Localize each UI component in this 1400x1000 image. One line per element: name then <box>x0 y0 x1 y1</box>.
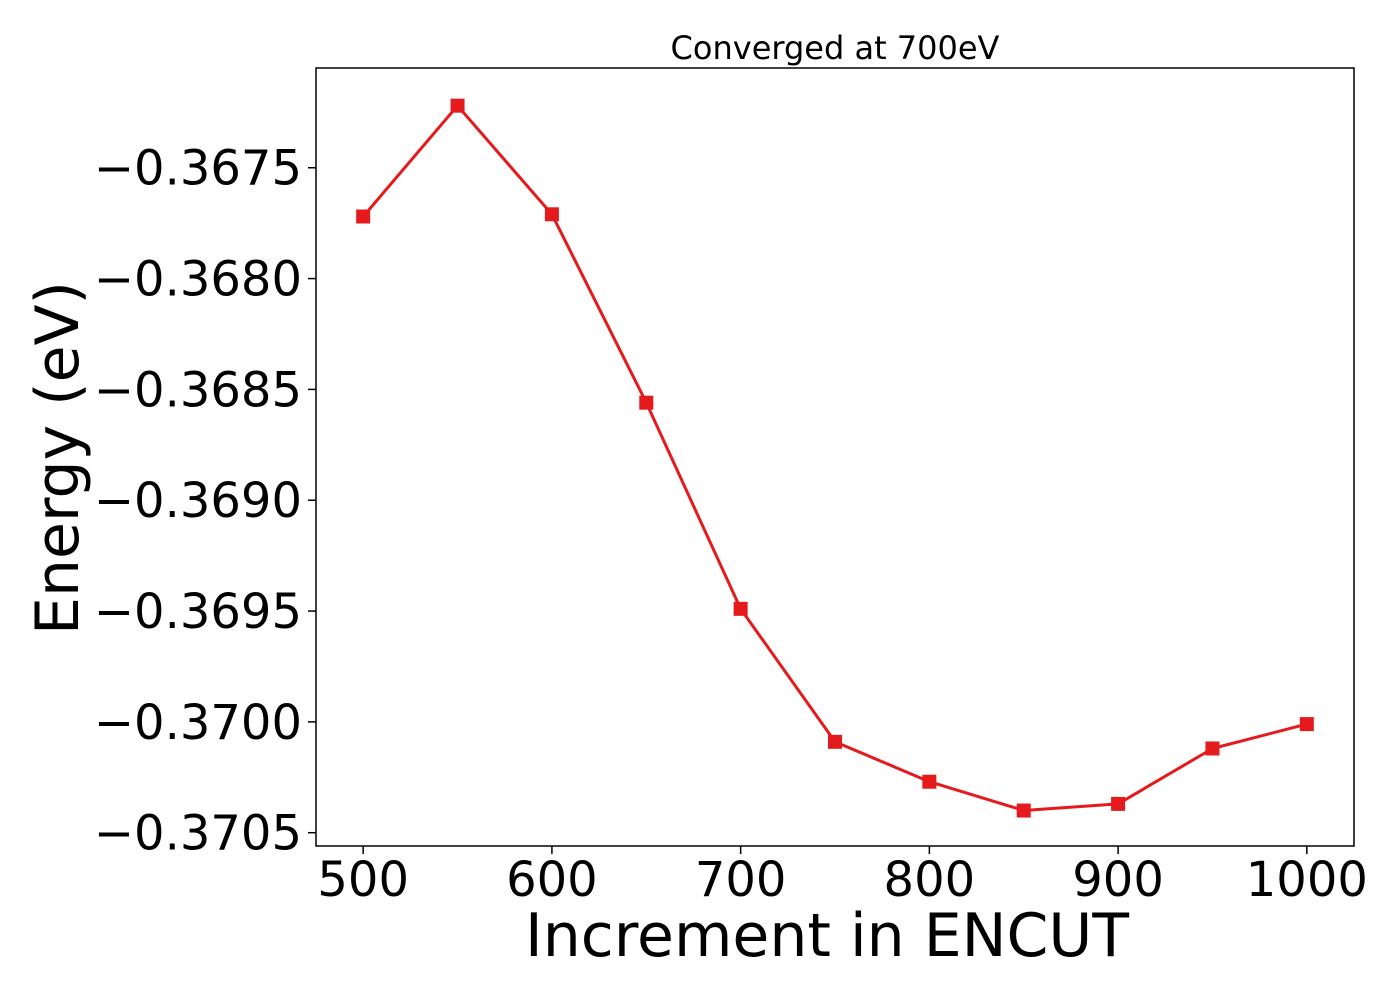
x-tick-label: 500 <box>317 852 409 908</box>
data-point-marker <box>639 395 654 410</box>
x-tick-label: 600 <box>506 852 598 908</box>
x-tick-label: 900 <box>1072 852 1164 908</box>
y-tick-label: −0.3695 <box>94 584 302 640</box>
x-tick-label: 800 <box>884 852 976 908</box>
y-tick-label: −0.3705 <box>94 806 302 862</box>
y-tick-label: −0.3675 <box>94 141 302 197</box>
data-point-marker <box>1205 741 1220 756</box>
data-point-marker <box>922 774 937 789</box>
chart-title: Converged at 700eV <box>671 29 1000 67</box>
y-tick-label: −0.3690 <box>94 473 302 529</box>
data-point-marker <box>450 98 465 113</box>
y-axis-label: Energy (eV) <box>23 281 93 635</box>
data-point-marker <box>544 207 559 222</box>
data-point-marker <box>1299 717 1314 732</box>
y-axis: −0.3675 −0.3680 −0.3685 −0.3690 −0.3695 −0.37… <box>94 141 316 862</box>
y-tick-label: −0.3680 <box>94 252 302 308</box>
x-axis-label: Increment in ENCUT <box>525 901 1129 971</box>
x-tick-label: 1000 <box>1246 852 1368 908</box>
plot-frame <box>315 67 1355 847</box>
y-tick-label: −0.3685 <box>94 362 302 418</box>
data-point-marker <box>356 209 371 224</box>
y-tick-label: −0.3700 <box>94 695 302 751</box>
data-point-marker <box>1016 803 1031 818</box>
x-axis: 500 600 700 800 900 1000 <box>317 846 1368 908</box>
plot-series <box>356 98 1314 818</box>
data-point-marker <box>1111 796 1126 811</box>
data-point-marker <box>733 601 748 616</box>
data-point-marker <box>828 734 842 749</box>
x-tick-label: 700 <box>695 852 787 908</box>
